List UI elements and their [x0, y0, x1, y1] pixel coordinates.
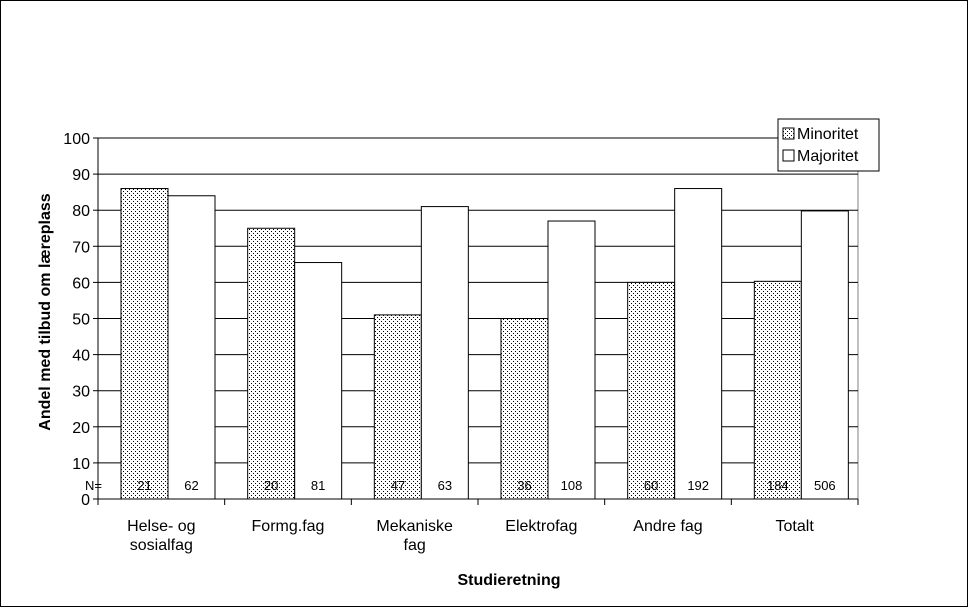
x-category-label: Helse- og: [127, 518, 195, 535]
y-tick-label: 100: [63, 131, 90, 148]
y-tick-label: 80: [72, 203, 90, 220]
bar-minoritet: [373, 314, 422, 500]
y-tick-label: 0: [81, 492, 90, 509]
y-tick-label: 50: [72, 312, 90, 329]
bar-minoritet: [627, 281, 676, 500]
bar-minoritet: [753, 280, 802, 500]
bars: [120, 188, 849, 500]
axes: [93, 137, 859, 505]
x-category-label: sosialfag: [130, 537, 193, 554]
n-label: 47: [391, 478, 405, 493]
n-label: 60: [644, 478, 658, 493]
n-label: 62: [184, 478, 198, 493]
n-label: 20: [264, 478, 278, 493]
legend: Minoritet Majoritet: [777, 118, 880, 172]
n-label: 36: [517, 478, 531, 493]
y-tick-label: 40: [72, 348, 90, 365]
y-axis-title: Andel med tilbud om læreplass: [37, 193, 54, 430]
bar-majoritet: [674, 188, 723, 500]
y-tick-label: 70: [72, 239, 90, 256]
bar-minoritet: [247, 227, 296, 500]
x-category-label: Andre fag: [633, 518, 702, 535]
x-category-label: Totalt: [776, 518, 815, 535]
x-category-label: Elektrofag: [505, 518, 577, 535]
n-label: 81: [311, 478, 325, 493]
bar-majoritet: [167, 195, 216, 500]
n-label: 184: [767, 478, 789, 493]
bar-majoritet: [294, 262, 343, 500]
legend-swatch-majoritet: [782, 149, 795, 162]
y-tick-label: 60: [72, 275, 90, 292]
x-category-label: fag: [404, 537, 426, 554]
legend-swatch-minoritet: [782, 127, 795, 140]
x-category-label: Formg.fag: [252, 518, 325, 535]
legend-label-majoritet: Majoritet: [797, 148, 859, 165]
y-tick-label: 90: [72, 167, 90, 184]
n-label: 192: [687, 478, 709, 493]
bar-majoritet: [547, 220, 596, 500]
n-label: 506: [814, 478, 836, 493]
x-category-label: Mekaniske: [376, 518, 453, 535]
bar-majoritet: [420, 206, 469, 500]
y-tick-label: 20: [72, 420, 90, 437]
bar-minoritet: [120, 188, 169, 500]
legend-box: [777, 118, 880, 172]
x-axis-title: Studieretning: [457, 572, 560, 589]
n-label: 21: [137, 478, 151, 493]
y-tick-label: 30: [72, 384, 90, 401]
bar-majoritet: [800, 210, 849, 500]
labels: 0 10 20 30 40 50 60 70 80 90 100 21 20 47 36 60 184 62 81 6…: [37, 131, 836, 589]
legend-label-minoritet: Minoritet: [797, 126, 859, 143]
n-label: 63: [438, 478, 452, 493]
y-tick-label: 10: [72, 456, 90, 473]
n-prefix: N=: [85, 478, 102, 493]
n-label: 108: [561, 478, 583, 493]
bar-minoritet: [500, 318, 549, 500]
